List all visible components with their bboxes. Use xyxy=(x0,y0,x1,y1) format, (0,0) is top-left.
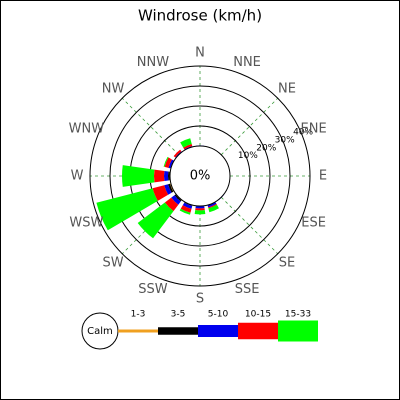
direction-label: NNW xyxy=(137,55,169,70)
sector xyxy=(180,205,192,213)
legend-swatch xyxy=(198,325,238,337)
calm-circle xyxy=(169,145,231,207)
sector xyxy=(163,156,169,167)
direction-label: E xyxy=(319,169,327,184)
sector xyxy=(164,184,172,195)
sector xyxy=(164,157,172,168)
ring-label: 20% xyxy=(256,143,276,153)
sector xyxy=(168,171,170,181)
legend-calm-label: Calm xyxy=(87,326,113,337)
sector xyxy=(174,194,182,202)
sector xyxy=(195,208,205,211)
grid-ring xyxy=(89,65,311,287)
direction-label: WSW xyxy=(69,216,103,231)
sector xyxy=(154,169,165,183)
direction-label: W xyxy=(71,169,84,184)
sector xyxy=(173,149,182,158)
sector xyxy=(208,203,217,209)
sector xyxy=(96,188,158,231)
sector xyxy=(168,183,174,193)
legend-label: 15-33 xyxy=(285,310,311,320)
legend-label: 10-15 xyxy=(245,310,271,320)
direction-label: NE xyxy=(278,82,296,97)
sector xyxy=(183,144,193,150)
grid-spoke xyxy=(220,196,279,255)
legend-label: 3-5 xyxy=(171,310,186,320)
direction-label: S xyxy=(196,292,204,307)
direction-label: NW xyxy=(102,82,125,97)
sector xyxy=(179,208,191,215)
sector xyxy=(180,138,192,148)
ring-label: 40% xyxy=(293,128,313,138)
sector xyxy=(137,202,174,239)
ring-label: 30% xyxy=(275,136,295,146)
direction-label: SSE xyxy=(235,282,260,297)
grid-ring xyxy=(109,85,291,267)
legend-swatch xyxy=(278,320,318,342)
legend-swatch xyxy=(158,327,198,335)
direction-label: NNE xyxy=(233,55,261,70)
grid-spoke xyxy=(121,97,180,156)
direction-label: SW xyxy=(102,255,123,270)
chart-title: Windrose (km/h) xyxy=(138,7,262,25)
direction-label: ENE xyxy=(301,121,327,136)
sector xyxy=(194,210,206,215)
legend-label: 1-3 xyxy=(131,310,146,320)
sector xyxy=(164,197,179,212)
sector xyxy=(195,206,205,209)
direction-label: SE xyxy=(279,255,295,270)
sector xyxy=(208,204,219,213)
legend-swatch xyxy=(238,322,278,340)
sector xyxy=(168,159,174,169)
direction-label: N xyxy=(195,46,205,61)
sector xyxy=(171,195,181,205)
sector xyxy=(182,202,193,209)
direction-label: SSW xyxy=(138,282,168,297)
calm-label: 0% xyxy=(190,169,211,184)
sector xyxy=(164,170,169,182)
direction-label: WNW xyxy=(69,121,105,136)
legend-label: 5-10 xyxy=(208,310,229,320)
sector xyxy=(207,202,217,208)
ring-label: 10% xyxy=(238,151,258,161)
sector xyxy=(152,185,169,201)
sector xyxy=(122,165,155,187)
legend-swatch xyxy=(118,329,158,333)
grid-spoke xyxy=(220,97,279,156)
direction-label: ESE xyxy=(301,216,326,231)
